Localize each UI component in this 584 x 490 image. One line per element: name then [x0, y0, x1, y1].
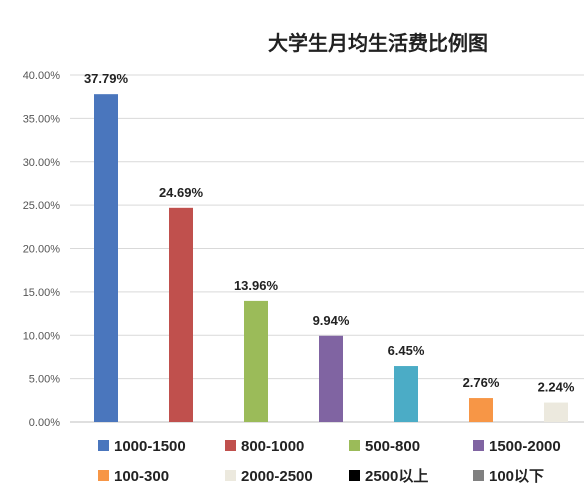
- legend-label: 1500-2000: [489, 438, 561, 455]
- legend-label: 100以下: [489, 468, 544, 485]
- data-label: 37.79%: [84, 71, 129, 86]
- bars: [94, 94, 568, 422]
- legend-swatch: [473, 440, 484, 451]
- legend-label: 2500以上: [365, 468, 428, 485]
- chart-title: 大学生月均生活费比例图: [268, 31, 488, 55]
- y-tick-label: 40.00%: [23, 70, 61, 82]
- bar-2500以上: [544, 402, 568, 422]
- legend-swatch: [473, 470, 484, 481]
- data-label: 9.94%: [313, 313, 350, 328]
- data-label: 24.69%: [159, 185, 204, 200]
- y-tick-label: 0.00%: [29, 417, 60, 429]
- legend-label: 2000-2500: [241, 468, 313, 485]
- data-label: 2.24%: [538, 380, 575, 395]
- y-tick-label: 25.00%: [23, 200, 61, 212]
- bar-1000-1500: [94, 94, 118, 422]
- bar-1500-2000: [319, 335, 343, 422]
- data-label: 13.96%: [234, 278, 279, 293]
- legend-swatch: [225, 470, 236, 481]
- data-label: 2.76%: [463, 375, 500, 390]
- legend-label: 1000-1500: [114, 438, 186, 455]
- bar-100-300: [394, 366, 418, 422]
- legend-swatch: [98, 470, 109, 481]
- y-tick-label: 10.00%: [23, 330, 61, 342]
- y-tick-label: 35.00%: [23, 113, 61, 125]
- y-tick-label: 15.00%: [23, 287, 61, 299]
- legend-swatch: [225, 440, 236, 451]
- bar-800-1000: [169, 207, 193, 422]
- legend-label: 500-800: [365, 438, 420, 455]
- legend-label: 800-1000: [241, 438, 304, 455]
- y-tick-label: 5.00%: [29, 374, 60, 386]
- y-tick-label: 20.00%: [23, 244, 61, 256]
- legend-label: 100-300: [114, 468, 169, 485]
- bar-2000-2500: [469, 398, 493, 422]
- legend-swatch: [98, 440, 109, 451]
- bar-500-800: [244, 300, 268, 422]
- data-labels: 37.79% 24.69% 13.96% 9.94% 6.45% 2.76% 2.24%: [84, 71, 575, 394]
- y-axis: 0.00% 5.00% 10.00% 15.00% 20.00% 25.00% 30.00%…: [23, 70, 61, 429]
- legend-swatch: [349, 440, 360, 451]
- legend: 1000-1500 800-1000 500-800 1500-2000 100-300…: [98, 438, 561, 485]
- legend-swatch: [349, 470, 360, 481]
- data-label: 6.45%: [388, 343, 425, 358]
- y-tick-label: 30.00%: [23, 157, 61, 169]
